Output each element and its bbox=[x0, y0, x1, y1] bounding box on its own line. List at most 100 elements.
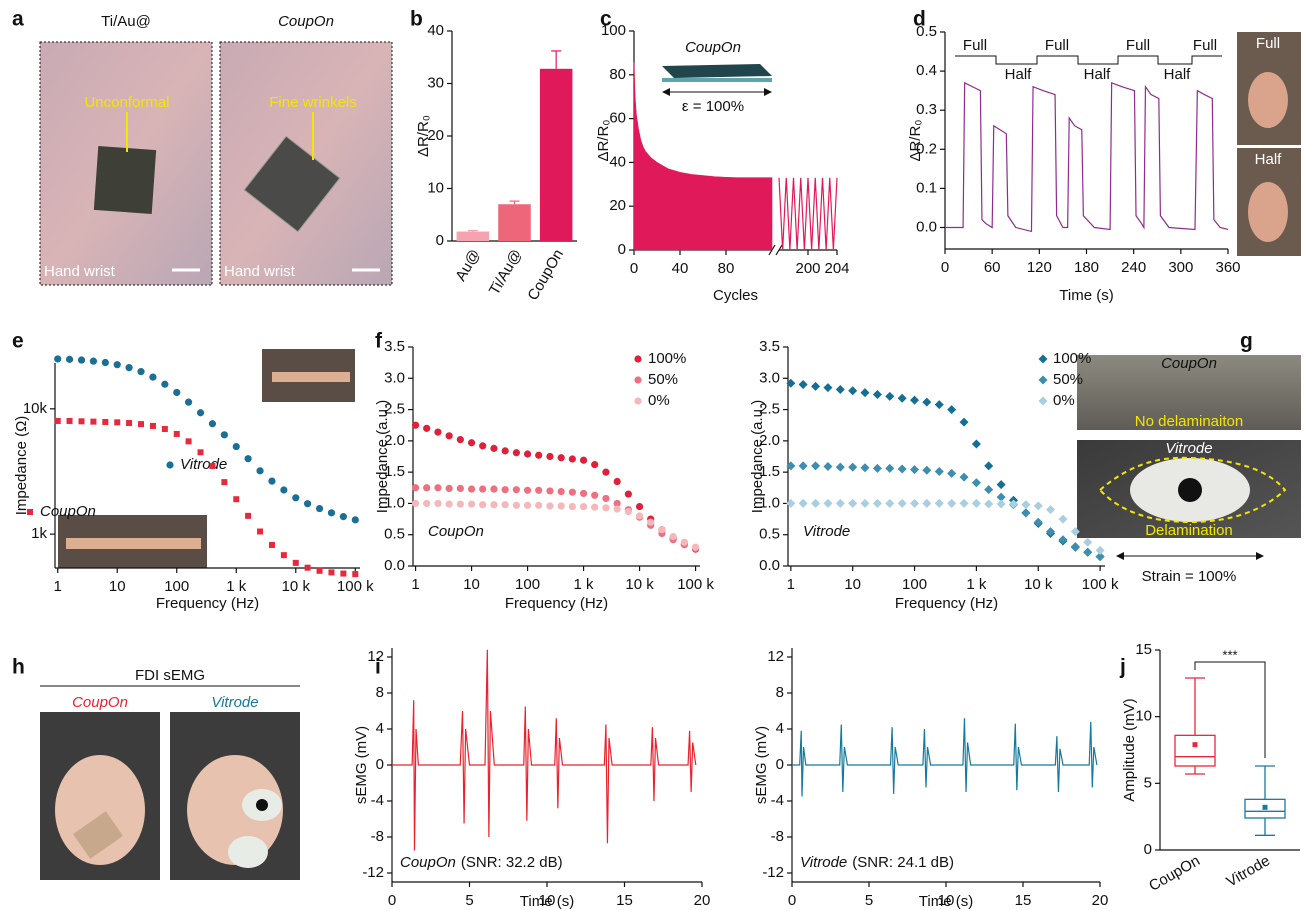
marker bbox=[114, 361, 121, 368]
x-axis-title: Frequency (Hz) bbox=[895, 595, 998, 612]
inset-title: CoupOn bbox=[685, 39, 741, 56]
marker bbox=[860, 463, 869, 472]
marker bbox=[502, 501, 509, 508]
photo-label: Vitrode bbox=[211, 694, 258, 711]
y-tick-label: -12 bbox=[362, 864, 384, 881]
legend-marker bbox=[1039, 355, 1048, 364]
line bbox=[792, 718, 1097, 796]
x-tick-label: 100 k bbox=[337, 578, 374, 595]
marker bbox=[174, 431, 180, 437]
x-tick-label: 100 bbox=[515, 576, 540, 593]
area bbox=[634, 62, 772, 250]
marker bbox=[636, 503, 643, 510]
bar bbox=[498, 204, 531, 241]
x-tick-label: 0 bbox=[941, 259, 949, 276]
marker bbox=[468, 485, 475, 492]
y-tick-label: 12 bbox=[767, 648, 784, 665]
y-axis-title: Impedance (a.u.) bbox=[374, 400, 391, 513]
y-axis-title: ΔR/R₀ bbox=[595, 119, 612, 161]
marker bbox=[823, 462, 832, 471]
legend-marker bbox=[1039, 376, 1048, 385]
marker bbox=[305, 565, 311, 571]
marker bbox=[535, 502, 542, 509]
marker bbox=[293, 560, 299, 566]
annotation: Half bbox=[1084, 66, 1112, 83]
inset-device bbox=[662, 78, 772, 82]
y-tick-label: 0.1 bbox=[916, 179, 937, 196]
caption: Strain = 100% bbox=[1142, 568, 1237, 585]
marker bbox=[502, 486, 509, 493]
marker bbox=[446, 432, 453, 439]
photo-title: Ti/Au@ bbox=[101, 13, 151, 30]
marker bbox=[885, 499, 894, 508]
marker bbox=[457, 436, 464, 443]
marker bbox=[997, 500, 1006, 509]
marker bbox=[922, 466, 931, 475]
annotation: Full bbox=[963, 37, 987, 54]
marker bbox=[90, 358, 97, 365]
y-tick-label: 3.5 bbox=[384, 338, 405, 355]
marker bbox=[281, 552, 287, 558]
x-tick-label: CoupOn bbox=[1146, 852, 1203, 895]
y-tick-label: 0 bbox=[376, 756, 384, 773]
marker bbox=[256, 467, 263, 474]
annotation: Vitrode bbox=[803, 523, 850, 540]
y-tick-label: 0.0 bbox=[384, 557, 405, 574]
marker bbox=[457, 500, 464, 507]
marker bbox=[602, 504, 609, 511]
marker bbox=[614, 478, 621, 485]
hand bbox=[1248, 182, 1288, 242]
marker bbox=[960, 418, 969, 427]
marker bbox=[546, 502, 553, 509]
arrow-head bbox=[1256, 552, 1264, 560]
marker bbox=[423, 425, 430, 432]
marker bbox=[257, 528, 263, 534]
marker bbox=[836, 499, 845, 508]
legend-marker bbox=[634, 397, 641, 404]
marker bbox=[490, 445, 497, 452]
x-tick-label: 15 bbox=[616, 892, 633, 909]
figure: a Ti/Au@ CoupOn Unconformal Fine wrinkel… bbox=[0, 0, 1309, 910]
hand bbox=[1248, 72, 1288, 128]
marker bbox=[1071, 542, 1080, 551]
arrow-head bbox=[764, 88, 772, 96]
x-tick-label: 5 bbox=[465, 892, 473, 909]
legend-marker bbox=[1039, 397, 1048, 406]
marker bbox=[799, 461, 808, 470]
marker bbox=[569, 503, 576, 510]
x-axis-title: Frequency (Hz) bbox=[156, 595, 259, 612]
y-tick-label: -4 bbox=[771, 792, 784, 809]
panel-letter: j bbox=[1119, 656, 1126, 679]
marker bbox=[1058, 535, 1067, 544]
arrow-head bbox=[1116, 552, 1124, 560]
marker bbox=[434, 484, 441, 491]
marker bbox=[1046, 505, 1055, 514]
marker bbox=[558, 454, 565, 461]
marker bbox=[811, 461, 820, 470]
marker bbox=[434, 500, 441, 507]
x-axis-title: Time (s) bbox=[919, 893, 973, 910]
marker bbox=[292, 494, 299, 501]
marker bbox=[811, 382, 820, 391]
y-tick-label: 4 bbox=[776, 720, 784, 737]
marker bbox=[546, 453, 553, 460]
y-tick-label: 4 bbox=[376, 720, 384, 737]
y-tick-label: 1k bbox=[31, 525, 47, 542]
annotation-name: CoupOn bbox=[400, 854, 456, 871]
y-tick-label: 80 bbox=[609, 66, 626, 83]
marker bbox=[317, 568, 323, 574]
x-tick-label: 10 k bbox=[1024, 576, 1053, 593]
marker bbox=[922, 398, 931, 407]
y-tick-label: 0 bbox=[436, 232, 444, 249]
marker bbox=[580, 490, 587, 497]
photo-title: CoupOn bbox=[1161, 355, 1217, 372]
annotation: Half bbox=[1164, 66, 1192, 83]
marker bbox=[535, 487, 542, 494]
x-axis-title: Time (s) bbox=[1059, 287, 1113, 304]
marker bbox=[198, 449, 204, 455]
x-tick-label: 100 bbox=[902, 576, 927, 593]
x-tick-label: 180 bbox=[1074, 259, 1099, 276]
marker bbox=[269, 542, 275, 548]
line bbox=[392, 650, 696, 851]
x-tick-label: 100 k bbox=[1082, 576, 1119, 593]
